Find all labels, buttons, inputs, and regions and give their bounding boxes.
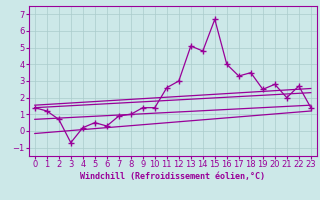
X-axis label: Windchill (Refroidissement éolien,°C): Windchill (Refroidissement éolien,°C)	[80, 172, 265, 181]
